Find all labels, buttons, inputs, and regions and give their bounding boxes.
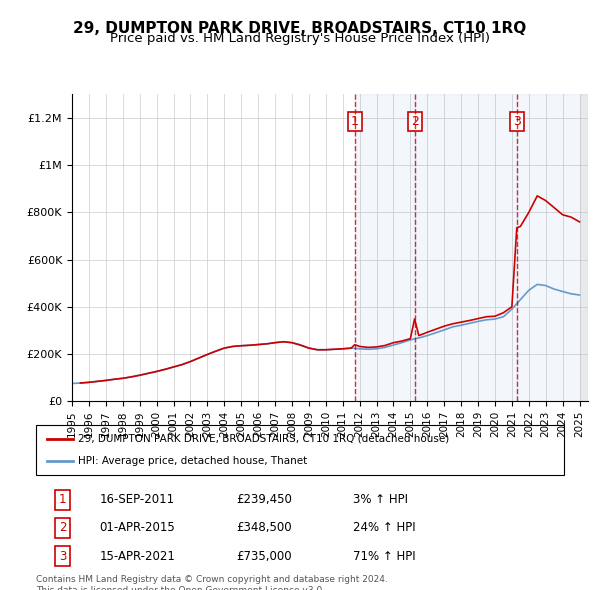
Text: 3: 3 <box>513 115 521 128</box>
Text: 16-SEP-2011: 16-SEP-2011 <box>100 493 175 506</box>
Text: 2: 2 <box>59 522 66 535</box>
Bar <box>580 94 588 401</box>
Text: 1: 1 <box>59 493 66 506</box>
Text: 15-APR-2021: 15-APR-2021 <box>100 550 175 563</box>
Text: HPI: Average price, detached house, Thanet: HPI: Average price, detached house, Than… <box>78 456 307 466</box>
Bar <box>517 94 588 401</box>
Text: 3% ↑ HPI: 3% ↑ HPI <box>353 493 408 506</box>
Text: Contains HM Land Registry data © Crown copyright and database right 2024.
This d: Contains HM Land Registry data © Crown c… <box>36 575 388 590</box>
Text: 1: 1 <box>351 115 359 128</box>
Text: 29, DUMPTON PARK DRIVE, BROADSTAIRS, CT10 1RQ (detached house): 29, DUMPTON PARK DRIVE, BROADSTAIRS, CT1… <box>78 434 449 444</box>
Text: £735,000: £735,000 <box>236 550 292 563</box>
Bar <box>355 94 415 401</box>
Text: 71% ↑ HPI: 71% ↑ HPI <box>353 550 415 563</box>
Bar <box>415 94 517 401</box>
Text: Price paid vs. HM Land Registry's House Price Index (HPI): Price paid vs. HM Land Registry's House … <box>110 32 490 45</box>
Text: 01-APR-2015: 01-APR-2015 <box>100 522 175 535</box>
Text: 3: 3 <box>59 550 66 563</box>
Text: 29, DUMPTON PARK DRIVE, BROADSTAIRS, CT10 1RQ: 29, DUMPTON PARK DRIVE, BROADSTAIRS, CT1… <box>73 21 527 35</box>
Text: 24% ↑ HPI: 24% ↑ HPI <box>353 522 415 535</box>
Text: £239,450: £239,450 <box>236 493 293 506</box>
Text: 2: 2 <box>410 115 419 128</box>
Text: £348,500: £348,500 <box>236 522 292 535</box>
